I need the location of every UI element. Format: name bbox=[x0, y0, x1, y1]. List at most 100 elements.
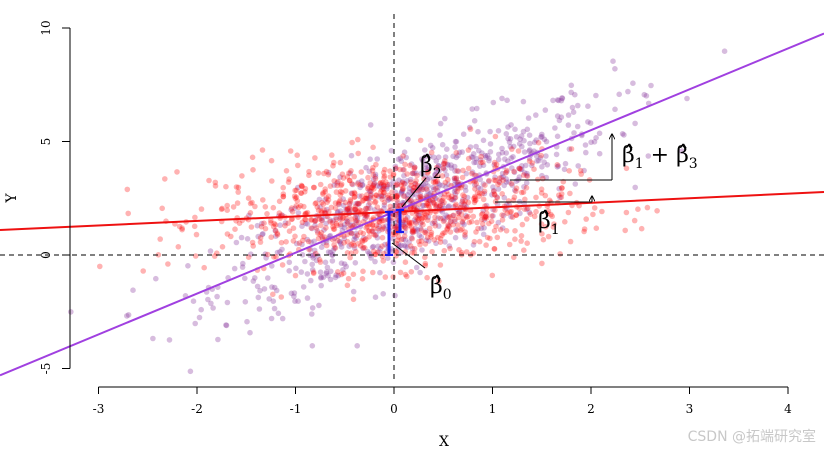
red-point bbox=[371, 231, 377, 237]
purple-point bbox=[330, 218, 337, 224]
purple-point bbox=[402, 224, 408, 231]
red-point bbox=[323, 195, 330, 201]
purple-point bbox=[372, 258, 378, 265]
red-point bbox=[323, 225, 329, 231]
red-point bbox=[426, 197, 433, 204]
purple-point bbox=[242, 275, 248, 282]
purple-point bbox=[150, 335, 156, 342]
red-point bbox=[394, 213, 400, 219]
red-point bbox=[550, 224, 557, 230]
purple-point bbox=[246, 212, 252, 219]
purple-point bbox=[381, 225, 387, 232]
purple-point bbox=[409, 245, 416, 252]
red-point bbox=[486, 220, 492, 227]
red-point bbox=[370, 172, 377, 178]
purple-point bbox=[367, 188, 374, 195]
red-point bbox=[511, 254, 517, 261]
red-point bbox=[290, 238, 297, 244]
red-point bbox=[286, 176, 292, 182]
purple-point bbox=[353, 230, 360, 237]
purple-point bbox=[371, 180, 378, 187]
red-point bbox=[441, 199, 447, 206]
red-point bbox=[324, 199, 330, 205]
red-point bbox=[351, 193, 358, 200]
purple-point bbox=[519, 166, 525, 172]
red-point bbox=[493, 223, 499, 230]
red-point bbox=[476, 238, 483, 245]
red-point bbox=[419, 215, 425, 222]
purple-point bbox=[524, 126, 531, 133]
red-point bbox=[349, 181, 355, 187]
red-point bbox=[459, 198, 466, 205]
red-point bbox=[192, 253, 199, 259]
red-point bbox=[381, 186, 387, 192]
red-point bbox=[349, 190, 356, 197]
red-point bbox=[191, 223, 198, 230]
red-point bbox=[540, 175, 546, 182]
red-point bbox=[473, 197, 479, 203]
red-point bbox=[351, 189, 358, 196]
y-tick-label: 0 bbox=[39, 251, 53, 259]
red-point bbox=[471, 199, 478, 206]
purple-point bbox=[523, 180, 530, 186]
red-point bbox=[460, 167, 466, 174]
red-point bbox=[491, 246, 498, 252]
red-point bbox=[179, 226, 185, 233]
purple-point bbox=[526, 209, 533, 216]
x-tick-label: 3 bbox=[686, 402, 694, 416]
red-point bbox=[414, 172, 420, 179]
red-point bbox=[411, 184, 418, 191]
purple-point bbox=[317, 269, 324, 276]
purple-point bbox=[477, 163, 483, 169]
red-point bbox=[394, 193, 400, 200]
purple-point bbox=[521, 137, 527, 144]
purple-point bbox=[509, 165, 515, 171]
purple-point bbox=[508, 155, 514, 161]
purple-point bbox=[398, 191, 404, 197]
purple-point bbox=[295, 210, 302, 216]
red-point bbox=[459, 174, 466, 181]
red-point bbox=[403, 225, 409, 231]
red-point bbox=[289, 209, 296, 215]
purple-point bbox=[349, 222, 356, 228]
red-point bbox=[125, 210, 131, 217]
red-point bbox=[320, 190, 326, 196]
purple-point bbox=[679, 148, 685, 154]
purple-point bbox=[376, 183, 383, 190]
red-point bbox=[351, 242, 357, 249]
red-point bbox=[342, 188, 349, 194]
purple-point bbox=[337, 216, 343, 222]
red-point bbox=[398, 182, 404, 188]
red-point bbox=[362, 245, 368, 251]
purple-point bbox=[350, 288, 357, 295]
purple-point bbox=[412, 181, 419, 187]
red-point bbox=[371, 194, 377, 201]
purple-point bbox=[254, 283, 261, 290]
red-point bbox=[357, 182, 363, 188]
red-point bbox=[434, 164, 440, 171]
red-point bbox=[452, 203, 459, 209]
red-point bbox=[124, 186, 131, 193]
red-point bbox=[462, 232, 468, 238]
purple-point bbox=[337, 208, 344, 214]
red-point bbox=[228, 233, 234, 240]
red-point bbox=[411, 203, 417, 210]
purple-point bbox=[495, 128, 502, 134]
purple-point bbox=[341, 261, 348, 267]
purple-point bbox=[282, 220, 289, 226]
red-point bbox=[380, 179, 386, 186]
red-point bbox=[384, 194, 391, 201]
red-point bbox=[380, 217, 387, 224]
purple-point bbox=[453, 154, 460, 161]
purple-point bbox=[519, 143, 525, 150]
red-point bbox=[442, 160, 448, 167]
purple-point bbox=[484, 152, 491, 159]
purple-point bbox=[525, 115, 532, 121]
purple-point bbox=[353, 200, 359, 207]
red-point bbox=[278, 294, 285, 300]
purple-point bbox=[437, 120, 444, 127]
purple-point bbox=[398, 189, 405, 196]
beta2-label: β̂2 bbox=[420, 153, 442, 182]
purple-point bbox=[434, 203, 440, 210]
red-point bbox=[448, 196, 454, 202]
